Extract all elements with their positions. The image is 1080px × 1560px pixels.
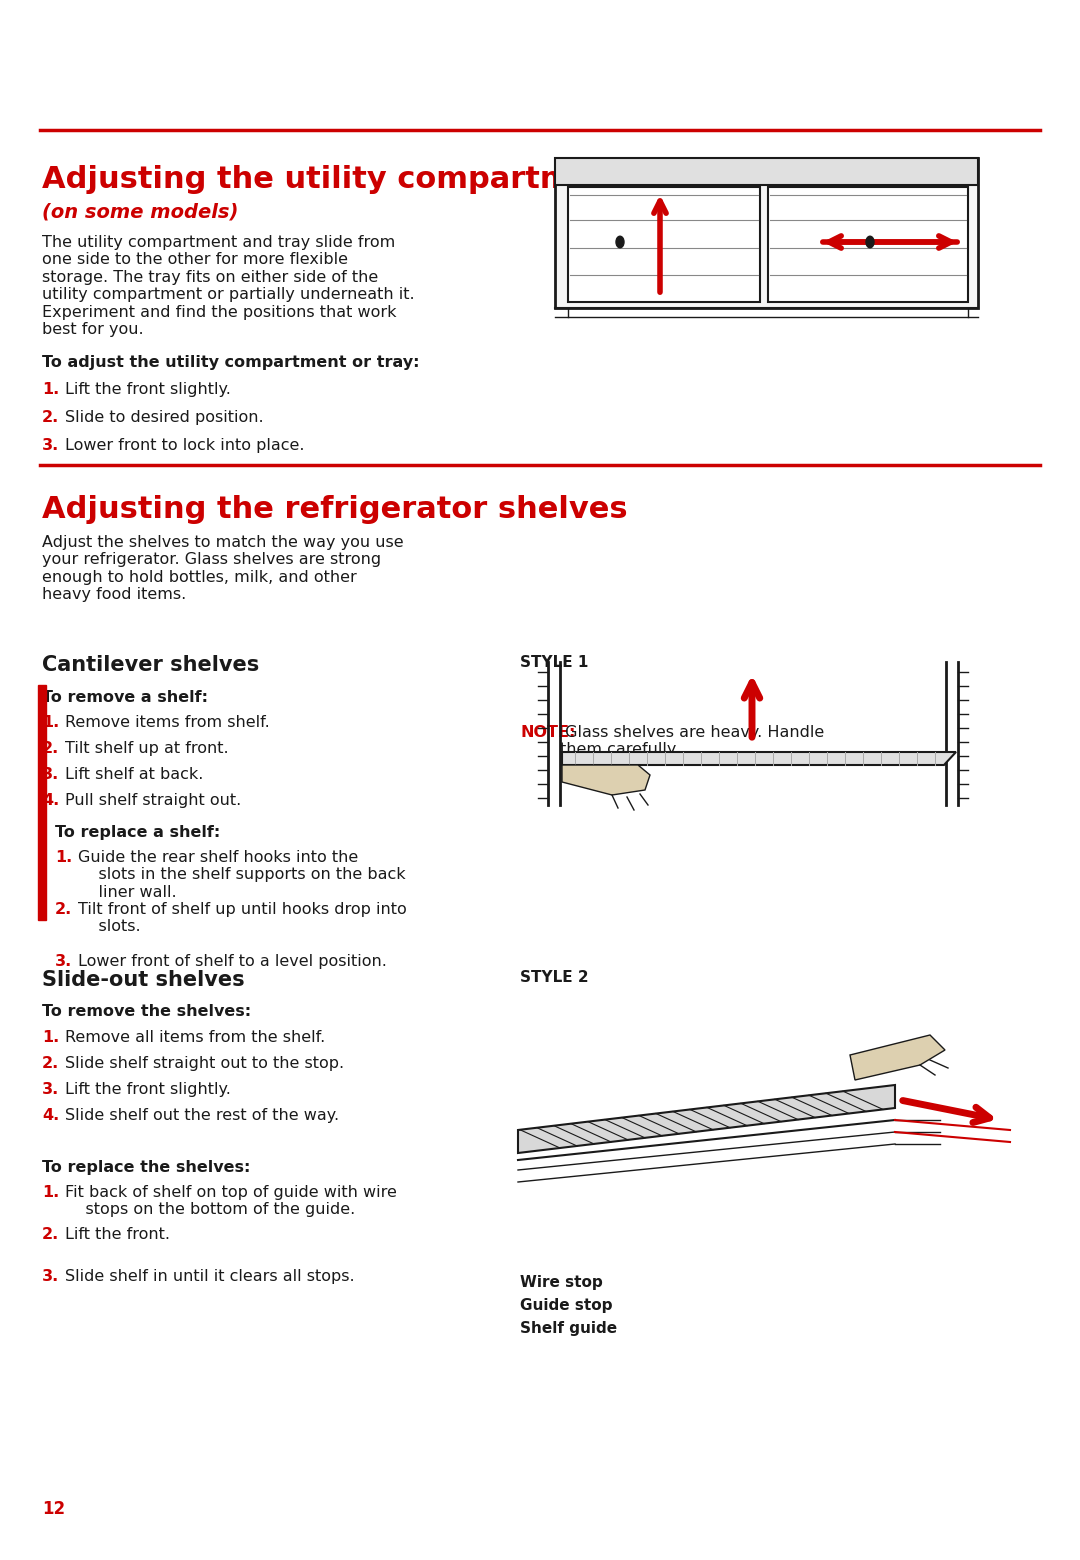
Text: Guide the rear shelf hooks into the
    slots in the shelf supports on the back
: Guide the rear shelf hooks into the slot…	[78, 850, 406, 900]
Text: Slide to desired position.: Slide to desired position.	[65, 410, 264, 424]
Text: 1.: 1.	[42, 714, 59, 730]
Text: Lift the front slightly.: Lift the front slightly.	[65, 1083, 231, 1097]
Text: Fit back of shelf on top of guide with wire
    stops on the bottom of the guide: Fit back of shelf on top of guide with w…	[65, 1186, 396, 1217]
Polygon shape	[562, 752, 956, 764]
Text: Tilt shelf up at front.: Tilt shelf up at front.	[65, 741, 229, 757]
Text: Adjusting the utility compartment and tray: Adjusting the utility compartment and tr…	[42, 165, 783, 193]
Text: To remove the shelves:: To remove the shelves:	[42, 1005, 252, 1019]
Text: Lift shelf at back.: Lift shelf at back.	[65, 768, 203, 782]
Text: STYLE 1: STYLE 1	[519, 655, 589, 669]
Text: Slide shelf out the rest of the way.: Slide shelf out the rest of the way.	[65, 1108, 339, 1123]
Text: 3.: 3.	[42, 1268, 59, 1284]
Polygon shape	[555, 158, 978, 307]
Bar	[38, 685, 46, 920]
Text: Lower front of shelf to a level position.: Lower front of shelf to a level position…	[78, 955, 387, 969]
Text: To replace a shelf:: To replace a shelf:	[55, 825, 220, 839]
Text: Lower front to lock into place.: Lower front to lock into place.	[65, 438, 305, 452]
Text: Remove all items from the shelf.: Remove all items from the shelf.	[65, 1030, 325, 1045]
Text: Slide-out shelves: Slide-out shelves	[42, 970, 245, 991]
Polygon shape	[768, 187, 968, 303]
Polygon shape	[562, 764, 650, 796]
Text: Wire stop: Wire stop	[519, 1275, 603, 1290]
Text: 2.: 2.	[55, 902, 72, 917]
Polygon shape	[555, 158, 978, 186]
Text: 1.: 1.	[42, 382, 59, 396]
Text: 4.: 4.	[42, 792, 59, 808]
Text: Lift the front slightly.: Lift the front slightly.	[65, 382, 231, 396]
Polygon shape	[518, 1086, 895, 1153]
Text: Pull shelf straight out.: Pull shelf straight out.	[65, 792, 241, 808]
Text: 4.: 4.	[42, 1108, 59, 1123]
Text: 3.: 3.	[42, 768, 59, 782]
Text: STYLE 2: STYLE 2	[519, 970, 589, 984]
Text: Lift the front.: Lift the front.	[65, 1228, 170, 1242]
Text: 2.: 2.	[42, 410, 59, 424]
Text: 2.: 2.	[42, 1228, 59, 1242]
Text: 1.: 1.	[42, 1186, 59, 1200]
Text: (on some models): (on some models)	[42, 201, 239, 222]
Text: 12: 12	[42, 1501, 65, 1518]
Text: 2.: 2.	[42, 1056, 59, 1072]
Text: Slide shelf straight out to the stop.: Slide shelf straight out to the stop.	[65, 1056, 345, 1072]
Polygon shape	[850, 1034, 945, 1080]
Text: 3.: 3.	[55, 955, 72, 969]
Text: Glass shelves are heavy. Handle
them carefully.: Glass shelves are heavy. Handle them car…	[561, 725, 824, 758]
Text: Cantilever shelves: Cantilever shelves	[42, 655, 259, 675]
Text: 3.: 3.	[42, 1083, 59, 1097]
Text: Slide shelf in until it clears all stops.: Slide shelf in until it clears all stops…	[65, 1268, 354, 1284]
Text: Tilt front of shelf up until hooks drop into
    slots.: Tilt front of shelf up until hooks drop …	[78, 902, 407, 934]
Text: To remove a shelf:: To remove a shelf:	[42, 690, 208, 705]
Polygon shape	[568, 187, 760, 303]
Text: To replace the shelves:: To replace the shelves:	[42, 1161, 251, 1175]
Text: Guide stop: Guide stop	[519, 1298, 612, 1314]
Circle shape	[616, 236, 624, 248]
Text: Shelf guide: Shelf guide	[519, 1321, 617, 1335]
Text: NOTE:: NOTE:	[519, 725, 576, 739]
Text: 1.: 1.	[55, 850, 72, 864]
Circle shape	[866, 236, 874, 248]
Text: 3.: 3.	[42, 438, 59, 452]
Text: The utility compartment and tray slide from
one side to the other for more flexi: The utility compartment and tray slide f…	[42, 236, 415, 337]
Text: 1.: 1.	[42, 1030, 59, 1045]
Text: Adjusting the refrigerator shelves: Adjusting the refrigerator shelves	[42, 495, 627, 524]
Text: Adjust the shelves to match the way you use
your refrigerator. Glass shelves are: Adjust the shelves to match the way you …	[42, 535, 404, 602]
Text: 2.: 2.	[42, 741, 59, 757]
Text: To adjust the utility compartment or tray:: To adjust the utility compartment or tra…	[42, 356, 419, 370]
Text: Remove items from shelf.: Remove items from shelf.	[65, 714, 270, 730]
